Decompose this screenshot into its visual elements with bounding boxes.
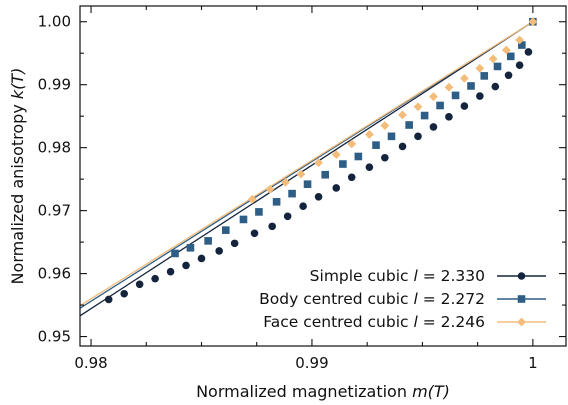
data-point-series-1 (250, 229, 259, 238)
data-point-series-1 (299, 202, 307, 211)
data-point-series-2 (372, 141, 380, 149)
data-point-series-1 (230, 239, 239, 248)
data-point-series-3 (488, 54, 498, 64)
y-tick-label: 1.00 (38, 13, 71, 31)
x-tick-label: 1 (528, 354, 538, 372)
data-point-series-3 (331, 150, 341, 159)
data-point-series-1 (515, 61, 524, 69)
legend-label-series-3: Face centred cubic l = 2.246 (263, 313, 485, 331)
plot-frame (79, 5, 567, 347)
fit-lines (79, 21, 534, 317)
fit-line-series-1 (79, 21, 534, 317)
data-point-series-1 (314, 192, 323, 201)
data-point-series-3 (501, 45, 511, 55)
data-point-series-3 (314, 158, 323, 168)
data-point-series-3 (296, 169, 306, 179)
data-point-series-2 (405, 121, 413, 129)
data-point-series-1 (429, 123, 438, 131)
data-point-series-2 (186, 243, 195, 252)
data-point-series-1 (347, 173, 356, 182)
data-point-series-1 (414, 132, 422, 141)
legend-marker-series-3 (517, 317, 526, 327)
data-point-series-2 (518, 41, 526, 49)
data-point-series-3 (528, 17, 538, 27)
data-point-series-1 (215, 247, 223, 255)
data-point-series-1 (151, 274, 159, 283)
data-point-series-1 (365, 163, 374, 171)
data-point-series-2 (255, 208, 263, 216)
data-point-series-2 (387, 132, 396, 141)
data-point-series-2 (171, 249, 179, 258)
x-axis-label: Normalized magnetization m(T) (196, 382, 450, 401)
data-point-series-3 (364, 130, 374, 139)
y-tick-label: 0.95 (38, 328, 71, 346)
y-tick-label: 0.98 (38, 139, 71, 157)
data-point-series-1 (524, 48, 533, 56)
data-point-series-1 (166, 267, 175, 276)
x-tick-label: 0.98 (74, 354, 107, 372)
data-point-series-2 (303, 180, 312, 188)
data-point-series-2 (222, 226, 230, 234)
y-tick-label: 0.99 (38, 76, 71, 94)
x-tick-label: 0.99 (295, 354, 328, 372)
data-point-series-3 (380, 121, 390, 131)
data-point-series-1 (197, 254, 206, 263)
y-axis-label: Normalized anisotropy k(T) (8, 68, 27, 285)
legend-marker-series-2 (517, 295, 526, 303)
data-point-series-1 (398, 142, 407, 151)
data-point-series-1 (120, 289, 128, 298)
data-point-series-1 (445, 113, 453, 121)
data-point-series-1 (491, 82, 500, 91)
data-point-series-1 (283, 212, 292, 221)
y-tick-label: 0.96 (38, 265, 71, 283)
data-point-series-2 (506, 52, 515, 61)
data-point-series-2 (420, 111, 429, 120)
data-point-series-3 (347, 139, 357, 149)
data-point-series-1 (460, 102, 469, 110)
data-point-series-2 (321, 170, 330, 179)
data-point-series-3 (413, 102, 423, 112)
data-point-series-2 (451, 91, 460, 100)
legend: Simple cubic l = 2.330 Body centred cubic… (259, 267, 546, 331)
y-tick-label: 0.97 (38, 202, 71, 220)
data-point-series-2 (339, 160, 347, 168)
data-point-series-2 (354, 152, 363, 161)
data-point-series-1 (104, 295, 113, 304)
data-point-series-1 (135, 280, 144, 289)
legend-marker-series-1 (517, 272, 526, 280)
data-point-series-1 (476, 92, 484, 100)
data-point-series-3 (247, 194, 257, 204)
data-point-series-1 (504, 71, 513, 80)
data-point-series-3 (444, 82, 454, 92)
data-point-series-3 (265, 184, 275, 194)
data-point-series-3 (475, 63, 485, 73)
data-point-series-3 (429, 92, 438, 102)
data-point-series-2 (493, 62, 502, 71)
legend-label-series-1: Simple cubic l = 2.330 (310, 267, 485, 285)
data-point-series-1 (182, 261, 190, 270)
data-point-series-2 (480, 72, 489, 80)
data-point-series-3 (398, 110, 407, 120)
data-point-series-2 (436, 101, 444, 110)
data-point-series-2 (288, 189, 296, 198)
fit-line-series-3 (79, 21, 534, 307)
data-point-series-1 (332, 184, 341, 192)
data-point-series-3 (281, 177, 290, 187)
data-point-series-2 (272, 198, 281, 206)
data-point-series-2 (239, 215, 248, 224)
data-point-series-2 (467, 82, 475, 90)
data-point-series-1 (381, 153, 389, 162)
data-point-series-2 (204, 237, 212, 245)
data-markers (104, 17, 538, 304)
data-point-series-3 (515, 35, 525, 45)
axis-ticks: 0.98 0.99 1 0.95 0.96 0.97 0.98 0.99 1.00 (38, 6, 566, 372)
data-point-series-3 (459, 74, 469, 83)
legend-label-series-2: Body centred cubic l = 2.272 (259, 290, 485, 308)
data-point-series-1 (268, 222, 276, 231)
